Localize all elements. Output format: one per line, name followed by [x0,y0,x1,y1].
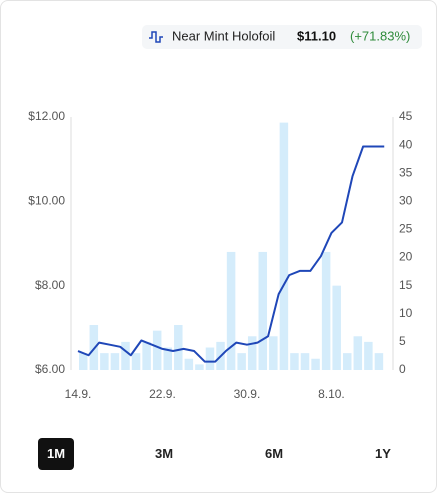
y-tick-label: $12.00 [28,109,65,123]
volume-bar [121,341,130,370]
y2-tick-label: 35 [399,165,413,179]
range-button[interactable]: 3M [154,446,174,461]
volume-bar [205,347,215,370]
volume-bar [300,353,310,370]
price-line [77,145,385,363]
range-button[interactable]: 1M [38,438,74,470]
y2-tick-label: 45 [399,109,413,123]
volume-bar [258,251,268,370]
volume-bar [247,336,257,370]
volume-bar [195,364,204,370]
x-tick-label: 14.9. [65,387,92,401]
volume-bar [226,251,236,370]
x-tick-label: 22.9. [149,387,176,401]
volume-bar [364,341,373,370]
y2-tick-label: 20 [399,250,413,264]
volume-bar [174,325,183,370]
volume-bar [152,330,162,370]
legend-box [142,25,422,49]
y2-tick-label: 0 [399,362,406,376]
y-tick-label: $8.00 [35,278,65,292]
range-button[interactable]: 6M [264,446,284,461]
volume-bar [279,122,289,370]
x-tick-label: 8.10. [318,387,345,401]
legend-value: $11.10 [297,28,336,43]
volume-bar [163,347,172,370]
volume-bar [142,341,151,370]
chart: Near Mint Holofoil $11.10 (+71.83%) $6.0… [28,25,422,401]
y2-tick-label: 30 [399,194,413,208]
volume-bar [311,358,320,370]
volume-bar [343,353,352,370]
y-tick-label: $10.00 [28,194,65,208]
volume-bar [353,336,363,370]
volume-bar [321,251,331,370]
y2-tick-label: 15 [399,278,413,292]
volume-bar [100,353,109,370]
volume-bar [374,353,384,370]
volume-bar [131,353,141,370]
x-tick-label: 30.9. [234,387,261,401]
volume-bar [332,285,341,370]
y2-tick-label: 40 [399,137,413,151]
range-button[interactable]: 1Y [375,446,391,461]
volume-bar [237,353,246,370]
y2-tick-label: 5 [399,334,406,348]
volume-bar [79,353,88,370]
volume-bar [290,353,299,370]
y-tick-label: $6.00 [35,362,65,376]
y2-tick-label: 25 [399,222,413,236]
volume-bar [110,353,120,370]
legend-change: (+71.83%) [350,28,410,43]
legend-name: Near Mint Holofoil [172,28,275,43]
volume-bar [269,336,278,370]
volume-bar [184,358,194,370]
y2-tick-label: 10 [399,306,413,320]
legend-icon [149,31,163,43]
